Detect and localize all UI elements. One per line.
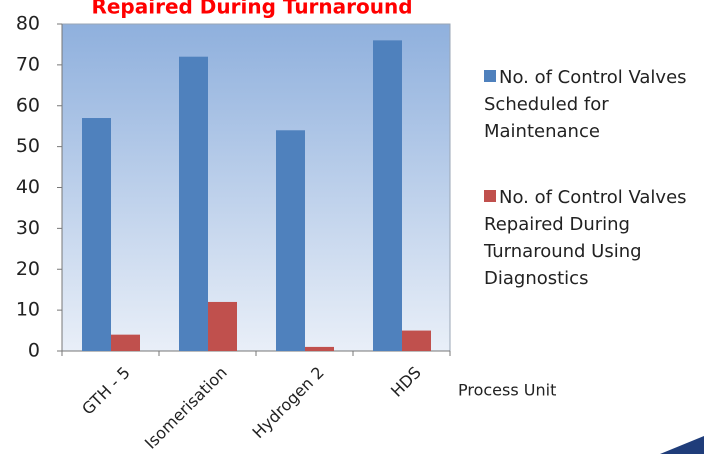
x-tick-label: Isomerisation: [141, 363, 231, 453]
chart-title: Repaired During Turnaround: [91, 0, 412, 19]
legend-swatch: [484, 70, 496, 82]
x-tick-label: GTH - 5: [78, 363, 134, 419]
y-tick-label: 70: [16, 53, 40, 75]
bar: [305, 346, 334, 351]
y-tick-label: 30: [16, 217, 40, 239]
x-tick-label: Hydrogen 2: [249, 363, 328, 442]
bar: [373, 40, 402, 351]
x-tick-label: HDS: [387, 363, 425, 401]
y-tick-label: 40: [16, 176, 40, 198]
x-axis-label: Process Unit: [458, 381, 556, 400]
corner-icon: [660, 436, 704, 454]
y-tick-label: 80: [16, 13, 40, 35]
bar: [111, 334, 140, 351]
bar: [179, 56, 208, 351]
legend-label: No. of Control Valves Scheduled for Main…: [484, 67, 687, 142]
bar: [82, 118, 111, 351]
y-tick-label: 10: [16, 299, 40, 321]
legend-label: No. of Control Valves Repaired During Tu…: [484, 187, 687, 289]
y-tick-label: 50: [16, 135, 40, 157]
bar: [276, 130, 305, 351]
bar: [208, 301, 237, 351]
y-tick-label: 20: [16, 258, 40, 280]
y-tick-label: 0: [28, 340, 40, 362]
legend-swatch: [484, 190, 496, 202]
legend-entry: No. of Control Valves Scheduled for Main…: [484, 64, 704, 145]
legend-entry: No. of Control Valves Repaired During Tu…: [484, 184, 704, 292]
bar: [402, 330, 431, 351]
y-tick-label: 60: [16, 94, 40, 116]
